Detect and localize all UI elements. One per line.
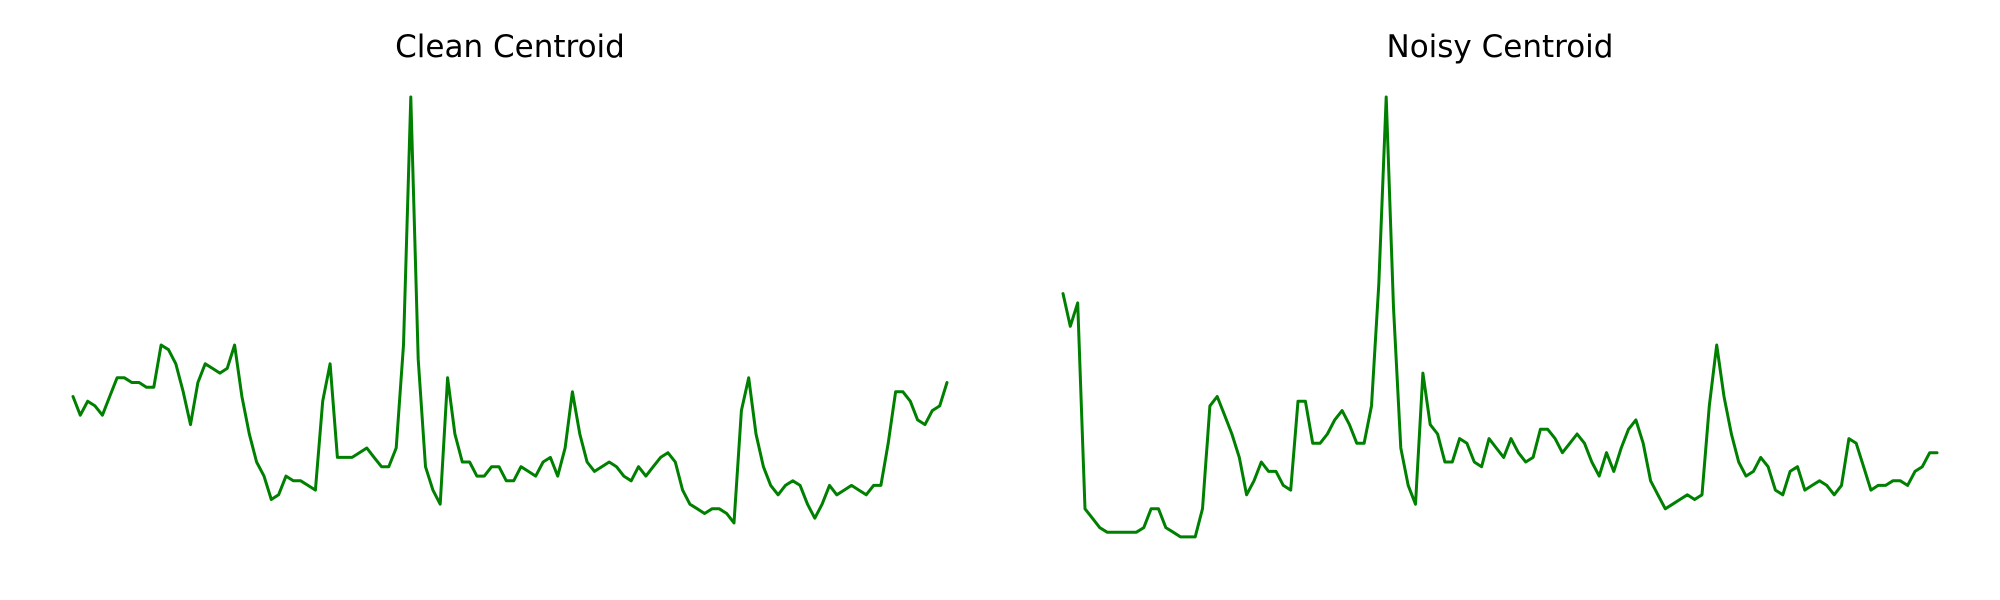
- panel-clean-centroid: Clean Centroid: [71, 29, 949, 525]
- panel-noisy-centroid: Noisy Centroid: [1061, 29, 1939, 539]
- chart-title-clean: Clean Centroid: [395, 29, 625, 65]
- series-line-noisy: [1061, 95, 1939, 539]
- chart-title-noisy: Noisy Centroid: [1387, 29, 1614, 65]
- series-line-clean: [71, 95, 949, 525]
